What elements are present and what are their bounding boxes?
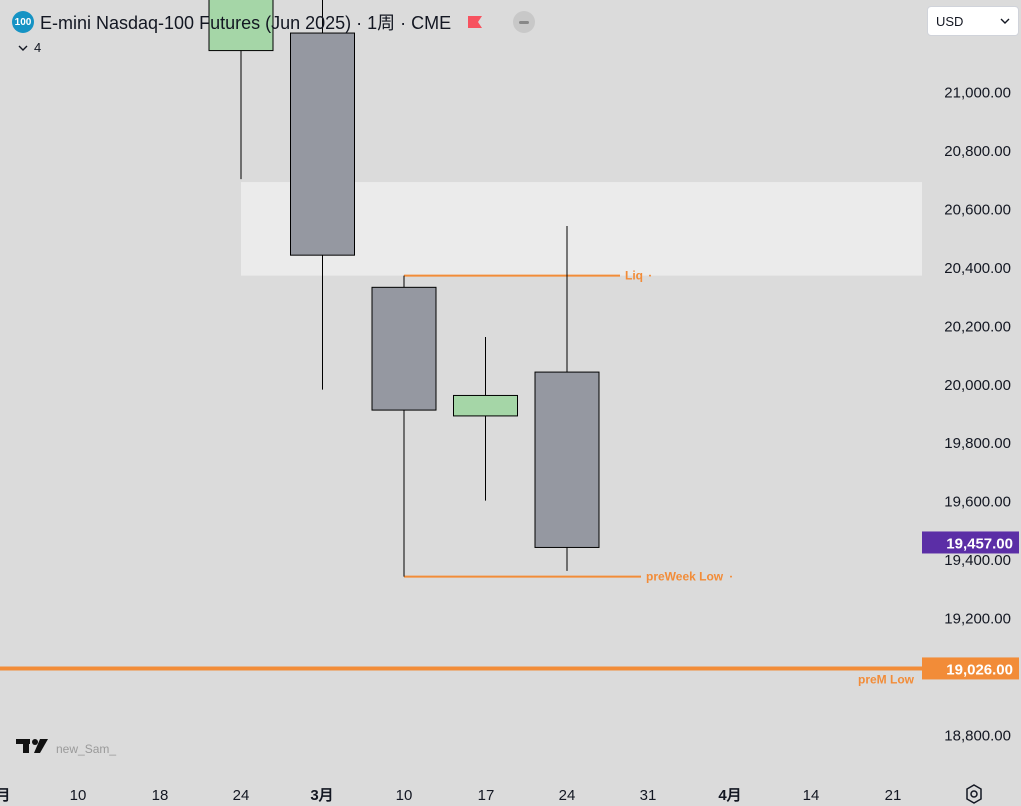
x-axis-tick-label: 21 <box>885 787 902 804</box>
chevron-down-icon <box>18 45 28 51</box>
chart-legend-header: 100 E-mini Nasdaq-100 Futures (Jun 2025)… <box>12 9 536 35</box>
currency-select[interactable]: USD <box>927 6 1019 36</box>
x-axis-tick-label: 3月 <box>310 787 333 804</box>
x-axis-tick-label: 24 <box>559 787 576 804</box>
indicators-toggle[interactable]: 4 <box>18 40 41 55</box>
flag-icon[interactable] <box>467 15 483 29</box>
prem-low-price-badge-bg <box>922 657 1019 680</box>
tradingview-logo-icon <box>16 739 48 753</box>
y-axis-tick-label: 20,000.00 <box>944 377 1011 394</box>
candle-body <box>453 394 518 417</box>
x-axis-tick-label: 31 <box>640 787 657 804</box>
x-axis-tick-label: 月 <box>0 787 11 804</box>
symbol-title[interactable]: E-mini Nasdaq-100 Futures (Jun 2025) · 1… <box>40 13 452 33</box>
x-axis-tick-label: 4月 <box>718 787 741 804</box>
chevron-down-icon <box>1000 18 1010 24</box>
last-price-badge: 19,457.00 <box>946 535 1013 552</box>
y-axis-tick-label: 21,000.00 <box>944 85 1011 102</box>
y-axis-tick-label: 20,200.00 <box>944 318 1011 335</box>
candle-body <box>371 286 437 411</box>
x-axis-tick-label: 17 <box>478 787 495 804</box>
x-axis-tick-label: 14 <box>803 787 820 804</box>
y-axis-tick-label: 20,400.00 <box>944 260 1011 277</box>
y-axis-tick-label: 19,800.00 <box>944 435 1011 452</box>
y-axis-tick-label: 20,600.00 <box>944 201 1011 218</box>
candle-body <box>534 371 600 548</box>
symbol-badge-icon[interactable]: 100 <box>12 11 34 33</box>
tradingview-watermark[interactable]: new_Sam_ <box>16 736 116 756</box>
level-label-liq: Liq <box>625 269 643 283</box>
last-price-badge-bg <box>922 531 1019 554</box>
y-axis-tick-label: 18,800.00 <box>944 728 1011 745</box>
level-dot-liq <box>649 274 651 277</box>
prem-low-price-badge: 19,026.00 <box>946 661 1013 678</box>
level-dot-preweek-low <box>730 575 732 578</box>
indicator-count: 4 <box>34 40 42 55</box>
currency-value: USD <box>936 13 964 29</box>
watermark-username: new_Sam_ <box>56 742 117 756</box>
x-axis-tick-label: 24 <box>233 787 250 804</box>
x-axis-tick-label: 10 <box>396 787 413 804</box>
y-axis-tick-label: 19,600.00 <box>944 494 1011 511</box>
candle-body <box>290 32 355 256</box>
collapse-legend-icon[interactable] <box>513 11 536 33</box>
y-axis-tick-label: 20,800.00 <box>944 143 1011 160</box>
y-axis-tick-label: 19,400.00 <box>944 552 1011 569</box>
y-axis-tick-label: 19,200.00 <box>944 611 1011 628</box>
candle-body <box>208 0 274 52</box>
level-label-prem-low: preM Low <box>858 672 915 686</box>
x-axis-tick-label: 10 <box>70 787 87 804</box>
x-axis-tick-label: 18 <box>152 787 169 804</box>
level-label-preweek-low: preWeek Low <box>646 570 724 584</box>
settings-icon[interactable] <box>963 783 985 805</box>
